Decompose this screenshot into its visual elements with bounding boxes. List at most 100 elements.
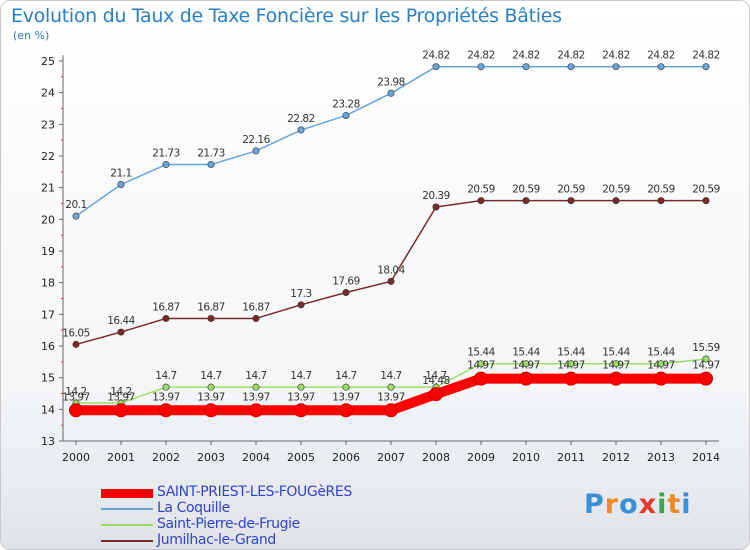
y-tick-label: 13 bbox=[41, 435, 55, 448]
data-point bbox=[564, 371, 578, 386]
data-label: 13.97 bbox=[377, 391, 405, 403]
data-point bbox=[297, 301, 305, 309]
data-label: 20.59 bbox=[647, 184, 675, 196]
data-label: 17.69 bbox=[332, 275, 360, 287]
data-point bbox=[69, 403, 83, 418]
legend-swatch-saint-pierre bbox=[101, 524, 153, 526]
legend-label-saint-pierre: Saint-Pierre-de-Frugie bbox=[157, 516, 300, 532]
data-point bbox=[342, 288, 350, 296]
data-point bbox=[432, 203, 440, 211]
data-point bbox=[657, 360, 665, 368]
data-point bbox=[702, 63, 710, 71]
data-label: 14.7 bbox=[155, 370, 176, 382]
data-point bbox=[567, 197, 575, 205]
x-tick-label: 2010 bbox=[512, 451, 540, 464]
data-label: 24.82 bbox=[512, 50, 540, 62]
data-label: 15.59 bbox=[692, 342, 720, 354]
data-point bbox=[567, 63, 575, 71]
data-label: 22.82 bbox=[287, 113, 315, 125]
x-tick-label: 2012 bbox=[602, 451, 630, 464]
legend-label-la-coquille: La Coquille bbox=[157, 500, 230, 516]
x-tick-label: 2008 bbox=[422, 451, 450, 464]
data-point bbox=[207, 383, 215, 391]
data-label: 21.73 bbox=[152, 148, 180, 160]
data-label: 16.44 bbox=[107, 315, 135, 327]
data-point bbox=[432, 63, 440, 71]
data-point bbox=[297, 126, 305, 134]
data-label: 14.2 bbox=[110, 386, 131, 398]
x-tick-label: 2013 bbox=[647, 451, 675, 464]
data-label: 14.7 bbox=[335, 370, 356, 382]
data-point bbox=[72, 212, 80, 220]
y-tick-label: 18 bbox=[41, 277, 55, 290]
data-point bbox=[612, 360, 620, 368]
data-label: 14.97 bbox=[647, 360, 675, 372]
y-tick-label: 25 bbox=[41, 55, 55, 68]
data-point bbox=[342, 383, 350, 391]
data-point bbox=[387, 277, 395, 285]
x-tick-label: 2003 bbox=[197, 451, 225, 464]
data-label: 21.1 bbox=[110, 168, 131, 180]
data-label: 14.7 bbox=[200, 370, 221, 382]
data-label: 16.87 bbox=[197, 301, 225, 313]
data-label: 14.97 bbox=[602, 360, 630, 372]
data-point bbox=[207, 314, 215, 322]
data-label: 20.39 bbox=[422, 190, 450, 202]
data-point bbox=[342, 111, 350, 119]
logo-letter: i bbox=[681, 489, 692, 520]
data-point bbox=[477, 197, 485, 205]
x-tick-label: 2004 bbox=[242, 451, 270, 464]
data-point bbox=[654, 371, 668, 386]
y-tick-label: 15 bbox=[41, 372, 55, 385]
data-label: 16.87 bbox=[152, 301, 180, 313]
y-tick-label: 21 bbox=[41, 182, 55, 195]
data-label: 14.2 bbox=[65, 386, 86, 398]
data-label: 14.97 bbox=[557, 360, 585, 372]
data-label: 15.44 bbox=[512, 347, 540, 359]
legend-label-saint-priest: SAINT-PRIEST-LES-FOUGèRES bbox=[157, 484, 352, 500]
data-label: 13.97 bbox=[242, 391, 270, 403]
data-label: 20.59 bbox=[602, 184, 630, 196]
legend-swatch-la-coquille bbox=[101, 508, 153, 510]
data-label: 16.05 bbox=[62, 327, 90, 339]
data-label: 13.97 bbox=[62, 391, 90, 403]
data-point bbox=[522, 197, 530, 205]
data-point bbox=[519, 371, 533, 386]
data-label: 15.44 bbox=[602, 347, 630, 359]
y-tick-label: 16 bbox=[41, 340, 55, 353]
data-label: 14.7 bbox=[380, 370, 401, 382]
legend-label-jumilhac: Jumilhac-le-Grand bbox=[157, 532, 276, 548]
y-tick-label: 23 bbox=[41, 118, 55, 131]
legend-swatch-saint-priest bbox=[101, 489, 153, 498]
data-label: 15.44 bbox=[557, 347, 585, 359]
logo-letter: x bbox=[638, 489, 658, 520]
x-tick-label: 2014 bbox=[692, 451, 720, 464]
logo-letter: i bbox=[657, 489, 668, 520]
data-label: 13.97 bbox=[332, 391, 360, 403]
data-label: 24.82 bbox=[692, 50, 720, 62]
data-point bbox=[612, 197, 620, 205]
data-label: 15.44 bbox=[467, 347, 495, 359]
data-label: 14.97 bbox=[692, 360, 720, 372]
data-label: 14.97 bbox=[512, 360, 540, 372]
data-label: 20.1 bbox=[65, 199, 86, 211]
data-label: 20.59 bbox=[467, 184, 495, 196]
logo-letter: t bbox=[667, 489, 682, 520]
chart-title: Evolution du Taux de Taxe Foncière sur l… bbox=[11, 5, 562, 27]
data-point bbox=[162, 314, 170, 322]
data-point bbox=[387, 89, 395, 97]
data-label: 13.97 bbox=[197, 391, 225, 403]
y-tick-label: 19 bbox=[41, 245, 55, 258]
data-point bbox=[522, 360, 530, 368]
proxiti-logo: Proxiti bbox=[584, 489, 692, 520]
y-tick-label: 20 bbox=[41, 213, 55, 226]
data-point bbox=[657, 63, 665, 71]
x-tick-label: 2000 bbox=[62, 451, 90, 464]
x-tick-label: 2006 bbox=[332, 451, 360, 464]
data-point bbox=[699, 371, 713, 386]
data-point bbox=[429, 387, 443, 402]
data-point bbox=[522, 63, 530, 71]
data-label: 17.3 bbox=[290, 288, 311, 300]
